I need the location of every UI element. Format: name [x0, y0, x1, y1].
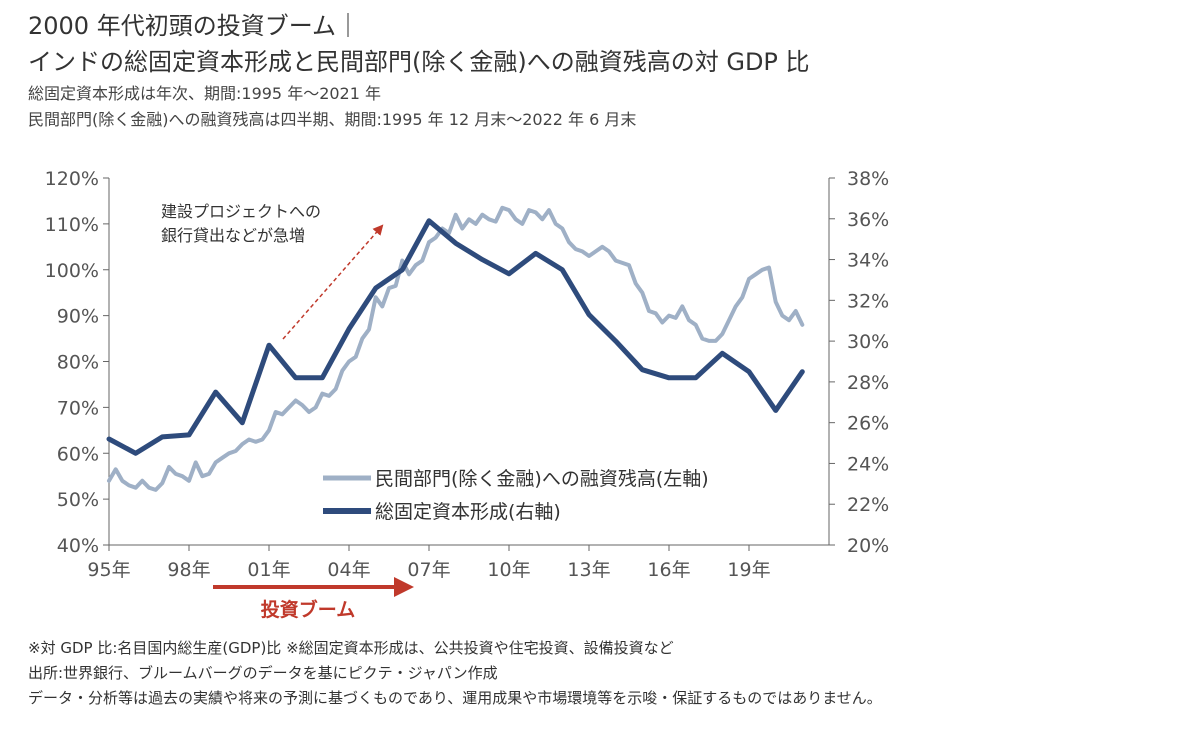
- y-right-tick-label: 34%: [847, 250, 889, 272]
- x-tick-label: 07年: [407, 559, 450, 581]
- y-left-tick-label: 50%: [57, 489, 99, 511]
- y-right-tick-label: 20%: [847, 535, 889, 557]
- note-disclaimer: データ・分析等は過去の実績や将来の予測に基づくものであり、運用成果や市場環境等を…: [28, 689, 882, 707]
- y-right-tick-label: 32%: [847, 290, 889, 312]
- subtitle-gfcf-period: 総固定資本形成は年次、期間:1995 年～2021 年: [28, 84, 382, 103]
- y-left-tick-label: 80%: [57, 352, 99, 374]
- x-tick-label: 19年: [727, 559, 770, 581]
- y-right-tick-label: 24%: [847, 453, 889, 475]
- investment-boom-label: 投資ブーム: [261, 598, 355, 621]
- note-source: 出所:世界銀行、ブルームバーグのデータを基にピクテ・ジャパン作成: [28, 664, 498, 682]
- y-left-tick-label: 70%: [57, 397, 99, 419]
- y-left-tick-label: 100%: [45, 260, 99, 282]
- subtitle-loans-period: 民間部門(除く金融)への融資残高は四半期、期間:1995 年 12 月末～202…: [28, 110, 637, 129]
- x-tick-label: 04年: [327, 559, 370, 581]
- x-tick-label: 95年: [87, 559, 130, 581]
- annotation-surge-line2: 銀行貸出などが急増: [161, 226, 305, 245]
- y-left-tick-label: 90%: [57, 306, 99, 328]
- chart-title-line1: 2000 年代初頭の投資ブーム｜: [28, 12, 360, 40]
- x-tick-label: 13年: [567, 559, 610, 581]
- annotation-surge-line1: 建設プロジェクトへの: [161, 202, 321, 221]
- x-tick-label: 98年: [167, 559, 210, 581]
- legend: 民間部門(除く金融)への融資残高(左軸) 総固定資本形成(右軸): [323, 468, 709, 523]
- x-tick-label: 16年: [647, 559, 690, 581]
- x-tick-label: 10年: [487, 559, 530, 581]
- y-left-tick-label: 120%: [45, 168, 99, 190]
- y-left-tick-label: 60%: [57, 443, 99, 465]
- y-right-tick-label: 36%: [847, 209, 889, 231]
- series-line-gfcf: [106, 218, 805, 456]
- y-right-tick-label: 26%: [847, 413, 889, 435]
- legend-label-gfcf: 総固定資本形成(右軸): [375, 501, 561, 523]
- legend-label-loans: 民間部門(除く金融)への融資残高(左軸): [375, 468, 709, 490]
- chart-title-line2: インドの総固定資本形成と民間部門(除く金融)への融資残高の対 GDP 比: [28, 48, 810, 76]
- y-left-tick-label: 40%: [57, 535, 99, 557]
- y-left-tick-label: 110%: [45, 214, 99, 236]
- note-gdp-definition: ※対 GDP 比:名目国内総生産(GDP)比 ※総固定資本形成は、公共投資や住宅…: [28, 639, 674, 657]
- y-right-tick-label: 30%: [847, 331, 889, 353]
- y-right-tick-label: 22%: [847, 494, 889, 516]
- x-tick-label: 01年: [247, 559, 290, 581]
- y-right-tick-label: 28%: [847, 372, 889, 394]
- series-line-private-loans: [107, 205, 805, 492]
- y-right-tick-label: 38%: [847, 168, 889, 190]
